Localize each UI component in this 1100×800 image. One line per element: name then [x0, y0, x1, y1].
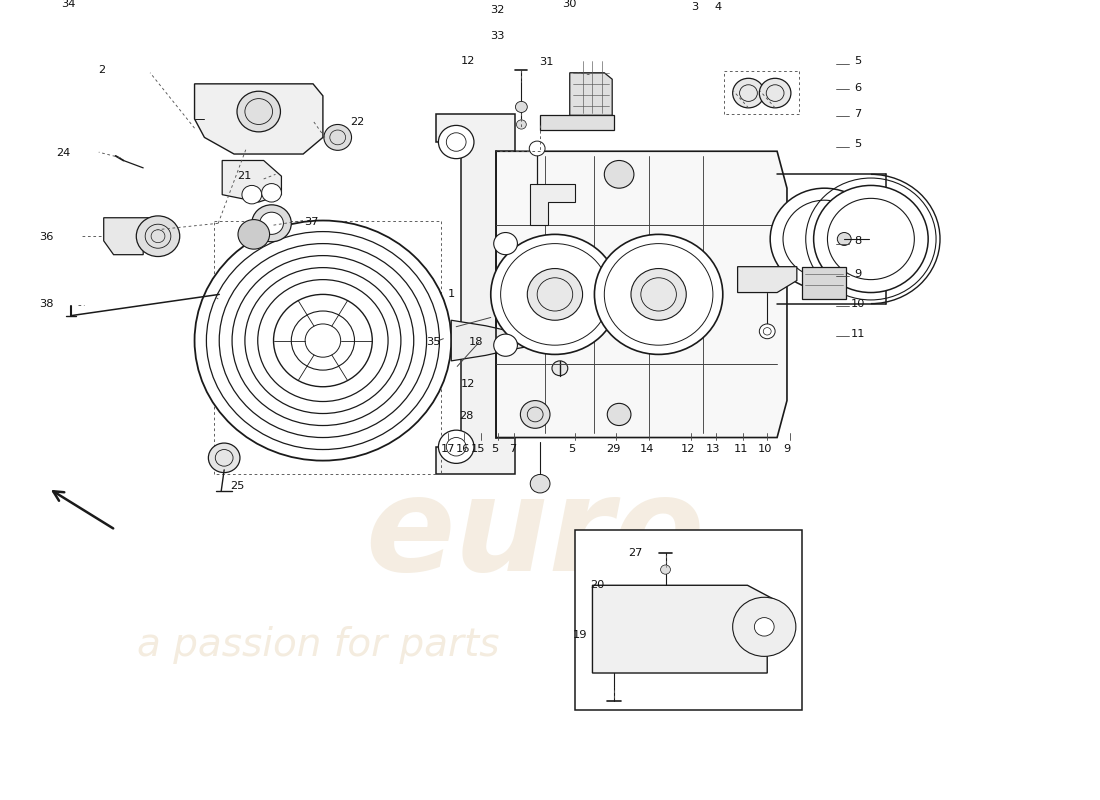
Text: 22: 22 [350, 117, 364, 126]
Circle shape [439, 126, 474, 158]
Text: 28: 28 [459, 411, 473, 422]
Polygon shape [437, 114, 516, 474]
Text: 30: 30 [562, 0, 578, 9]
Text: 25: 25 [230, 482, 244, 491]
Circle shape [733, 78, 764, 108]
Text: 2: 2 [98, 65, 106, 75]
Text: 11: 11 [734, 444, 748, 454]
Text: 10: 10 [850, 298, 866, 309]
Circle shape [759, 324, 775, 338]
Circle shape [516, 102, 527, 113]
Circle shape [631, 269, 686, 320]
Text: 12: 12 [681, 444, 695, 454]
Bar [540, 115, 614, 130]
Text: 7: 7 [509, 444, 516, 454]
Text: 19: 19 [572, 630, 587, 640]
Text: 36: 36 [40, 232, 54, 242]
Polygon shape [593, 586, 777, 673]
Text: 5: 5 [855, 139, 861, 149]
Text: 1: 1 [448, 290, 455, 299]
Circle shape [262, 183, 282, 202]
Polygon shape [103, 218, 151, 254]
Text: 33: 33 [491, 31, 505, 41]
Circle shape [195, 221, 451, 461]
Circle shape [604, 161, 634, 188]
Text: 10: 10 [758, 444, 772, 454]
Circle shape [552, 361, 568, 376]
Text: 7: 7 [855, 110, 861, 119]
Text: 17: 17 [441, 444, 455, 454]
Text: 5: 5 [491, 444, 498, 454]
Circle shape [661, 565, 671, 574]
Circle shape [238, 219, 270, 249]
Circle shape [136, 216, 179, 257]
Polygon shape [496, 151, 786, 438]
Polygon shape [570, 73, 613, 115]
Text: 5: 5 [568, 444, 575, 454]
Polygon shape [738, 266, 796, 293]
Text: euro: euro [365, 471, 705, 598]
Text: 14: 14 [639, 444, 654, 454]
Circle shape [516, 120, 526, 129]
Circle shape [759, 78, 791, 108]
Text: 12: 12 [461, 379, 475, 389]
Polygon shape [451, 320, 536, 361]
Circle shape [520, 401, 550, 428]
Circle shape [530, 333, 546, 348]
Polygon shape [222, 161, 282, 202]
Circle shape [529, 141, 546, 156]
Circle shape [439, 430, 474, 463]
Text: 29: 29 [606, 444, 620, 454]
Circle shape [770, 188, 879, 290]
Polygon shape [195, 84, 323, 154]
Text: 24: 24 [56, 148, 70, 158]
Text: 16: 16 [455, 444, 471, 454]
Circle shape [814, 186, 928, 293]
Circle shape [594, 234, 723, 354]
Circle shape [607, 403, 631, 426]
Text: 15: 15 [471, 444, 485, 454]
Circle shape [236, 91, 280, 132]
Text: 20: 20 [591, 580, 605, 590]
Circle shape [323, 125, 352, 150]
Circle shape [208, 443, 240, 473]
Circle shape [242, 186, 262, 204]
Circle shape [837, 233, 851, 246]
Text: a passion for parts: a passion for parts [138, 626, 499, 664]
Circle shape [494, 233, 517, 254]
Text: 5: 5 [855, 56, 861, 66]
Text: 9: 9 [855, 269, 861, 279]
Circle shape [491, 234, 619, 354]
Text: 35: 35 [426, 338, 441, 347]
Circle shape [755, 618, 774, 636]
Polygon shape [530, 183, 574, 225]
Text: 12: 12 [461, 56, 475, 66]
Text: 9: 9 [783, 444, 791, 454]
Circle shape [252, 205, 292, 242]
Bar [574, 530, 802, 710]
Text: 13: 13 [706, 444, 721, 454]
Text: 34: 34 [60, 0, 75, 9]
Text: 27: 27 [628, 548, 642, 558]
Text: 11: 11 [850, 329, 866, 339]
Circle shape [733, 598, 796, 656]
Text: 8: 8 [855, 236, 861, 246]
Circle shape [494, 334, 517, 356]
Circle shape [530, 474, 550, 493]
Polygon shape [153, 0, 169, 14]
Circle shape [260, 212, 284, 234]
Text: 38: 38 [40, 298, 54, 309]
Text: 6: 6 [855, 82, 861, 93]
Circle shape [527, 269, 583, 320]
Text: 32: 32 [491, 5, 505, 15]
Text: 18: 18 [469, 338, 483, 347]
Text: 31: 31 [539, 57, 553, 66]
Text: 37: 37 [304, 218, 318, 227]
Text: 4: 4 [714, 2, 722, 12]
Text: 21: 21 [236, 171, 251, 181]
Text: 3: 3 [692, 2, 698, 12]
Polygon shape [802, 266, 846, 299]
